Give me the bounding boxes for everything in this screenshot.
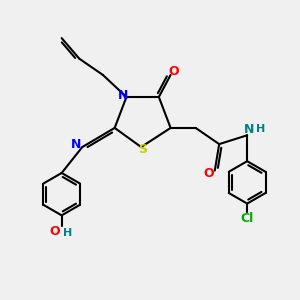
Text: Cl: Cl (241, 212, 254, 225)
Text: H: H (256, 124, 265, 134)
Text: O: O (168, 65, 179, 79)
Text: N: N (244, 123, 254, 136)
Text: N: N (71, 138, 82, 151)
Text: S: S (138, 143, 147, 156)
Text: O: O (49, 225, 60, 238)
Text: N: N (118, 89, 129, 102)
Text: H: H (63, 228, 72, 238)
Text: O: O (204, 167, 214, 180)
